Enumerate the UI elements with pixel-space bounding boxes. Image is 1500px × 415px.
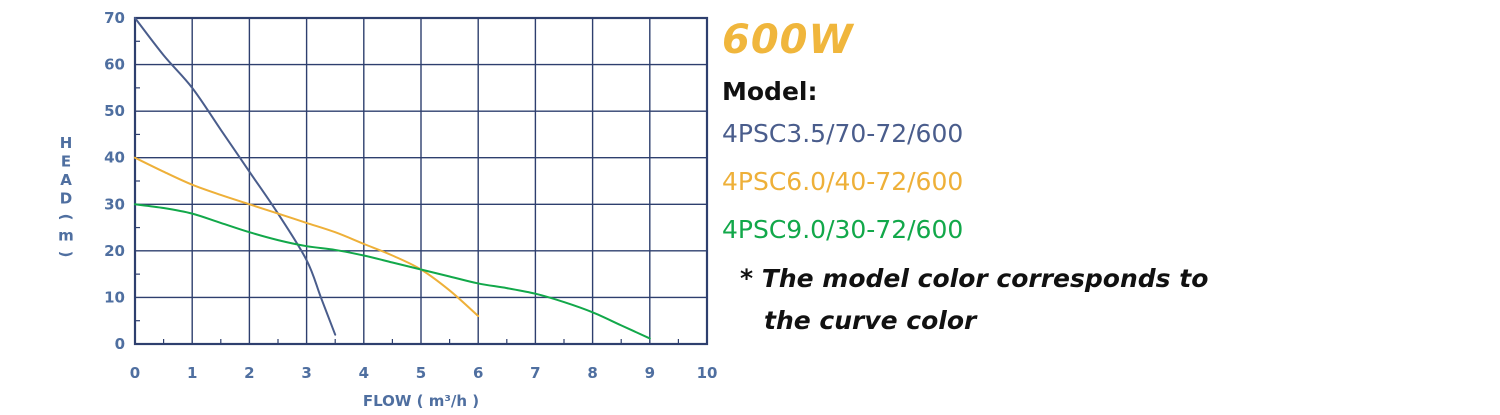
x-tick-label-10: 10 <box>697 364 718 382</box>
x-tick-label-1: 1 <box>187 364 197 382</box>
y-axis-title-char: ) <box>57 251 75 258</box>
curve-series-1 <box>134 17 337 336</box>
model-label: Model: <box>722 77 818 106</box>
y-tick-label-60: 60 <box>104 56 125 74</box>
x-tick-label-9: 9 <box>645 364 655 382</box>
y-tick-label-40: 40 <box>104 149 125 167</box>
x-tick-label-5: 5 <box>416 364 426 382</box>
y-axis-title-char: D <box>60 190 72 208</box>
x-tick-label-7: 7 <box>530 364 540 382</box>
grid <box>133 16 709 346</box>
curves <box>134 17 651 340</box>
y-tick-label-50: 50 <box>104 102 125 120</box>
x-tick-label-0: 0 <box>130 364 140 382</box>
tick-labels: 0 1 2 3 4 5 6 7 8 9 10 0 10 20 30 40 50 60 70 <box>104 9 717 382</box>
y-tick-label-10: 10 <box>104 288 125 306</box>
y-axis-title-char: m <box>58 227 74 245</box>
x-tick-label-6: 6 <box>473 364 483 382</box>
y-axis-title-char: H <box>60 134 73 152</box>
y-tick-label-70: 70 <box>104 9 125 27</box>
x-tick-label-4: 4 <box>359 364 369 382</box>
y-axis-title-char: E <box>61 153 71 171</box>
x-tick-label-3: 3 <box>301 364 311 382</box>
x-tick-label-2: 2 <box>244 364 254 382</box>
model-2: 4PSC6.0/40-72/600 <box>722 167 964 196</box>
model-1: 4PSC3.5/70-72/600 <box>722 119 964 148</box>
info-panel: 600W Model: 4PSC3.5/70-72/600 4PSC6.0/40… <box>722 12 1208 338</box>
y-axis-title-char: A <box>60 171 72 189</box>
power-rating: 600W <box>722 17 854 63</box>
x-axis-title: FLOW ( m³/h ) <box>363 392 479 410</box>
model-3: 4PSC9.0/30-72/600 <box>722 215 964 244</box>
y-tick-label-30: 30 <box>104 195 125 213</box>
note-line-1: * The model color corresponds to <box>740 264 1209 293</box>
y-tick-label-0: 0 <box>115 335 125 353</box>
plot-border <box>133 16 709 346</box>
curve-series-3 <box>134 203 651 340</box>
y-tick-label-20: 20 <box>104 242 125 260</box>
note-line-2: the curve color <box>764 306 977 335</box>
x-tick-label-8: 8 <box>587 364 597 382</box>
y-axis-title-char: ( <box>57 214 75 221</box>
